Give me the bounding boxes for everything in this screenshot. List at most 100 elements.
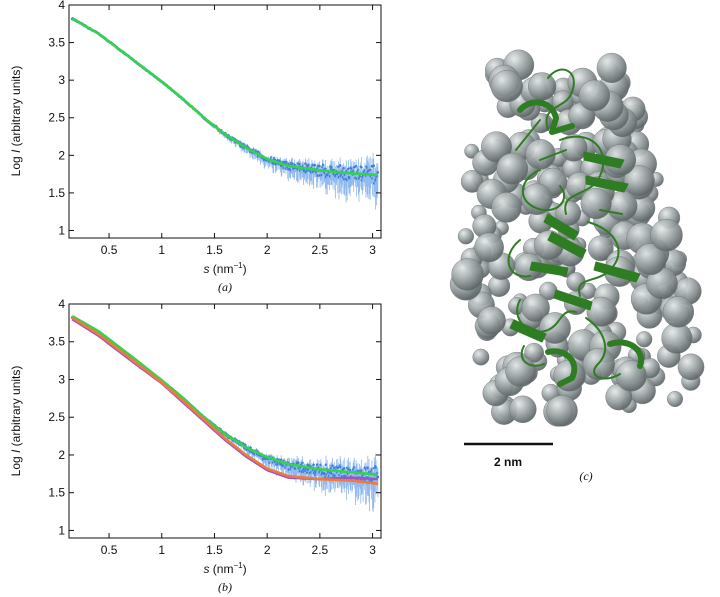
bead-sphere <box>636 331 653 348</box>
data-point <box>342 467 346 470</box>
x-tick-label: 1 <box>158 243 165 257</box>
fit-curve <box>71 17 378 177</box>
bead-sphere <box>539 312 571 344</box>
bead-sphere <box>553 359 586 392</box>
chart-a-frame <box>68 4 382 239</box>
bead-sphere <box>477 306 506 335</box>
bead-sphere <box>667 391 684 408</box>
y-tick-label: 4 <box>58 0 65 12</box>
y-tick-label: 2 <box>58 148 65 162</box>
bead-sphere <box>460 170 484 193</box>
data-point <box>376 475 380 479</box>
data-point <box>337 466 340 469</box>
y-tick-label: 1 <box>58 223 65 237</box>
bead-sphere <box>509 395 537 423</box>
data-point <box>354 164 358 168</box>
bead-sphere <box>472 348 490 366</box>
data-point <box>316 174 320 177</box>
bead-sphere <box>451 258 484 291</box>
bead-sphere <box>527 72 557 101</box>
data-point <box>313 163 317 167</box>
y-tick-label: 3 <box>58 372 65 386</box>
data-point <box>360 469 363 472</box>
data-point <box>332 466 336 470</box>
data-point <box>331 464 334 467</box>
data-point <box>305 471 309 474</box>
data-point <box>372 164 376 168</box>
bead-sphere <box>661 322 693 354</box>
bead-sphere <box>521 293 550 322</box>
x-tick-label: 1.5 <box>206 543 223 557</box>
chart-panel-b: 0.5 1 1.5 2 2.5 3 1 1.5 2 2.5 3 3.5 4 s (nm−1) Log I… <box>9 297 382 594</box>
chart-a-data <box>70 17 380 210</box>
chart-a-fits <box>71 17 378 177</box>
bead-sphere <box>525 139 556 170</box>
data-point <box>342 166 345 170</box>
y-tick-label: 3.5 <box>48 335 65 349</box>
data-point <box>256 155 259 158</box>
data-point <box>376 171 380 174</box>
y-tick-label: 2 <box>58 448 65 462</box>
x-tick-label: 2 <box>264 543 271 557</box>
data-point <box>347 167 350 171</box>
chart-b-ylabel: Log I (arbitrary units) <box>9 366 23 477</box>
data-point <box>318 164 321 168</box>
bead-sphere <box>521 183 553 215</box>
chart-b-frame <box>68 303 382 539</box>
bead-sphere <box>588 235 614 262</box>
x-tick-label: 3 <box>369 543 376 557</box>
y-tick-label: 1 <box>58 523 65 537</box>
data-point <box>369 470 373 474</box>
bead-sphere <box>623 165 655 197</box>
protein-ribbon <box>507 68 645 387</box>
bead-sphere <box>496 152 529 185</box>
bead-sphere <box>491 192 522 223</box>
bead-sphere <box>457 228 475 245</box>
y-tick-label: 1.5 <box>48 486 65 500</box>
data-point <box>297 461 300 465</box>
x-tick-label: 2.5 <box>312 543 329 557</box>
x-tick-label: 3 <box>369 243 376 257</box>
bead-sphere <box>481 131 512 163</box>
chart-b-ticks: 0.5 1 1.5 2 2.5 3 1 1.5 2 2.5 3 3.5 4 <box>48 297 381 557</box>
bead-sphere <box>474 232 504 263</box>
bead-sphere <box>580 188 612 220</box>
x-tick-label: 0.5 <box>101 243 118 257</box>
panel-label-c: (c) <box>579 469 592 483</box>
data-point <box>311 163 314 167</box>
y-tick-label: 1.5 <box>48 186 65 200</box>
data-point <box>366 466 370 469</box>
y-tick-label: 3 <box>58 73 65 87</box>
bead-sphere <box>677 353 705 381</box>
fit-curve <box>71 314 378 476</box>
bead-sphere <box>578 79 610 112</box>
data-point <box>298 162 301 166</box>
bead-sphere <box>505 356 537 387</box>
bead-sphere <box>662 296 694 328</box>
fit-curve <box>71 318 378 481</box>
chart-a-ticks: 0.5 1 1.5 2 2.5 3 1 1.5 2 2.5 3 3.5 4 <box>48 0 381 257</box>
data-point <box>324 463 328 467</box>
bead-sphere <box>560 134 588 162</box>
bead-sphere <box>546 395 578 427</box>
bead-sphere <box>634 243 667 276</box>
bead-sphere <box>530 112 551 134</box>
bead-sphere <box>490 69 523 103</box>
x-tick-label: 2 <box>264 243 271 257</box>
y-tick-label: 2.5 <box>48 111 65 125</box>
data-point <box>338 164 342 167</box>
structure-panel-c: 2 nm (c) <box>449 49 705 483</box>
x-tick-label: 1 <box>158 543 165 557</box>
bead-sphere <box>596 52 627 83</box>
bead-sphere <box>586 296 617 327</box>
bead-sphere <box>650 218 683 252</box>
x-tick-label: 1.5 <box>206 243 223 257</box>
panel-label-a: (a) <box>218 280 232 294</box>
y-tick-label: 4 <box>58 297 65 311</box>
y-tick-label: 3.5 <box>48 36 65 50</box>
scale-bar-label: 2 nm <box>494 455 522 469</box>
bead-sphere <box>566 272 586 292</box>
chart-b-fits <box>71 314 378 485</box>
y-tick-label: 2.5 <box>48 410 65 424</box>
